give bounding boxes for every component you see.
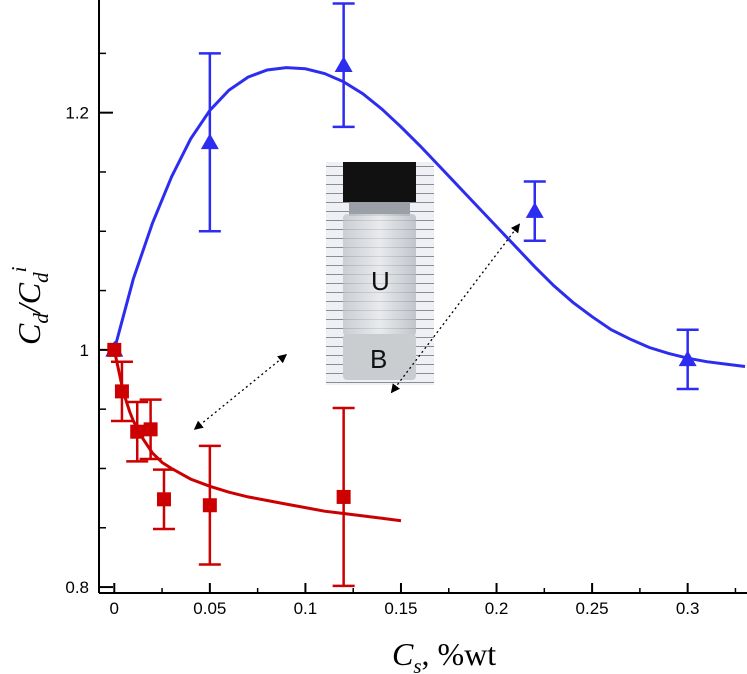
square-point [107,342,122,357]
inset-label-upper: U [371,266,390,296]
data-points [105,56,697,513]
inset-label-lower: B [370,344,387,374]
vial-neck [349,202,410,216]
triangle-point [678,350,697,367]
x-tick-label: 0.15 [384,599,417,618]
square-point [156,492,171,507]
triangle-point [334,56,353,72]
x-tick-label: 0.05 [193,599,226,618]
annotation-arrow [193,354,288,430]
square-point [336,489,351,504]
x-tick-label: 0.1 [294,599,318,618]
y-tick-label: 1.2 [65,104,89,123]
y-axis-title: Cd/Cdi [7,266,53,345]
y-tick-label: 0.8 [65,578,89,597]
x-tick-label: 0.25 [576,599,609,618]
inset-photo: U B [326,162,434,385]
triangle-point [200,133,219,150]
square-point [114,384,129,399]
triangle-point [525,202,544,218]
axis-ticks [99,52,737,593]
fit-curve-1 [112,66,746,368]
square-point [130,424,145,439]
x-tick-label: 0.2 [485,599,509,618]
axis-tick-labels: 0 0.05 0.1 0.15 0.2 0.25 0.3 0.8 1 1.2 [65,104,699,618]
fit-curve-2 [112,349,402,523]
annotation-arrow [390,223,521,394]
y-tick-label: 1 [80,341,89,360]
error-bars [110,2,699,588]
x-tick-label: 0 [110,599,119,618]
vial-cap [343,162,416,202]
x-axis-title: Cs, %wt [392,636,496,674]
square-point [143,422,158,437]
x-tick-label: 0.3 [676,599,700,618]
square-point [202,498,217,513]
fit-curves [112,66,746,523]
annotation-arrows [193,223,521,430]
